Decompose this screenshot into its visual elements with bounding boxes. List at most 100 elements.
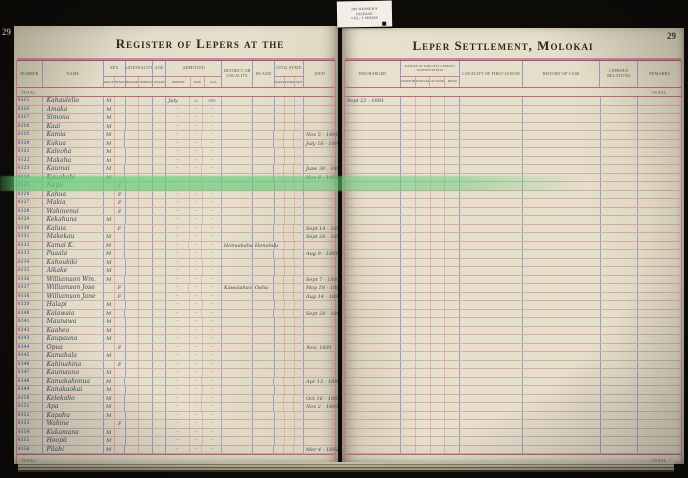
cell — [139, 275, 154, 283]
cell: ″ — [202, 250, 223, 258]
cell — [445, 165, 461, 173]
cell — [295, 411, 305, 419]
cell — [345, 165, 401, 173]
cell — [125, 292, 140, 300]
cell — [222, 292, 253, 300]
cell — [431, 250, 446, 258]
cell — [253, 207, 275, 215]
cell — [638, 199, 681, 207]
cell — [115, 148, 126, 156]
cell — [294, 165, 304, 173]
cell — [304, 429, 335, 437]
cell: ″ — [190, 428, 203, 436]
cell: ″ — [166, 114, 190, 122]
cell: ″ — [202, 224, 223, 232]
cell — [431, 114, 446, 122]
cell — [445, 420, 461, 428]
register-row — [345, 411, 681, 420]
cell: M — [104, 131, 115, 139]
cell: Aug 9 - 1891 — [305, 251, 338, 257]
cell: ″ — [166, 250, 190, 258]
cell — [401, 343, 416, 351]
cell — [222, 445, 253, 453]
cell — [416, 139, 431, 147]
cell — [445, 97, 461, 105]
cell: ″ — [203, 105, 223, 113]
cell — [284, 445, 295, 453]
cell — [115, 97, 126, 105]
cell — [253, 258, 275, 266]
cell: Kaluia — [43, 224, 104, 232]
cell — [523, 386, 601, 394]
cell — [139, 156, 154, 164]
register-row: 6153 Wahine F ″ ″ ″ — [17, 420, 335, 429]
cell — [401, 114, 416, 122]
cell: 6119 — [17, 131, 43, 139]
cell — [431, 428, 446, 436]
cell — [601, 267, 639, 275]
cell: 6155 — [17, 437, 43, 445]
cell: Makekau — [43, 233, 104, 241]
cell — [416, 207, 431, 215]
cell — [460, 105, 523, 113]
cell — [285, 437, 295, 445]
cell: Kamia — [43, 131, 104, 139]
cell — [445, 122, 461, 130]
cell — [401, 428, 416, 436]
col-sex-label: SEX — [110, 65, 119, 71]
cell — [416, 284, 431, 292]
cell — [445, 352, 461, 360]
cell — [345, 139, 401, 147]
register-row: 6127 Makia F ″ ″ ″ — [17, 199, 335, 208]
cell: ″ — [166, 428, 190, 436]
register-row: Sept 22 - 1891 — [345, 97, 681, 106]
col-sex-female: FEMALE — [114, 80, 125, 84]
cell — [523, 190, 601, 198]
register-row — [345, 394, 681, 403]
cell — [523, 216, 601, 224]
cell — [253, 394, 275, 402]
cell — [295, 114, 305, 122]
cell: ″ — [190, 352, 203, 360]
cell — [275, 122, 285, 130]
cell: 6139 — [17, 301, 43, 309]
cell — [115, 335, 126, 343]
cell — [416, 445, 431, 453]
register-row — [345, 114, 681, 123]
cell — [304, 106, 335, 114]
cell: ″ — [190, 131, 203, 139]
cell — [125, 284, 140, 292]
cell: ″ — [202, 292, 223, 300]
cell: M — [104, 318, 115, 326]
cell — [445, 131, 461, 139]
register-row: 6133 Puaala M ″ ″ ″ Aug 9 - 1891 — [17, 250, 338, 259]
cell — [431, 326, 446, 334]
cell — [523, 122, 601, 130]
cell — [125, 403, 140, 411]
right-register-table: DISCHARGED NATURE OF EARLIEST LEPROUS MA… — [344, 60, 682, 464]
cell — [153, 326, 167, 334]
cell — [126, 318, 140, 326]
cell — [638, 123, 681, 131]
cell — [601, 156, 639, 164]
cell — [275, 326, 285, 334]
register-row — [345, 233, 681, 242]
cell — [153, 360, 167, 368]
cell — [431, 335, 446, 343]
cell: Sept 7 - 1891 — [305, 276, 338, 283]
cell — [284, 284, 295, 292]
register-row: 6156 Pilahi M ″ ″ ″ Mar 4 - 1892 — [17, 445, 338, 454]
cell: ″ — [203, 360, 223, 368]
cell — [431, 377, 446, 385]
cell — [253, 318, 275, 326]
cell — [345, 292, 401, 300]
cell — [601, 335, 639, 343]
cell — [523, 156, 601, 164]
cell — [445, 318, 461, 326]
cell — [139, 309, 154, 317]
cell: ″ — [203, 216, 223, 224]
cell — [104, 224, 115, 232]
cell — [285, 352, 295, 360]
col-name-label: NAME — [66, 70, 80, 76]
